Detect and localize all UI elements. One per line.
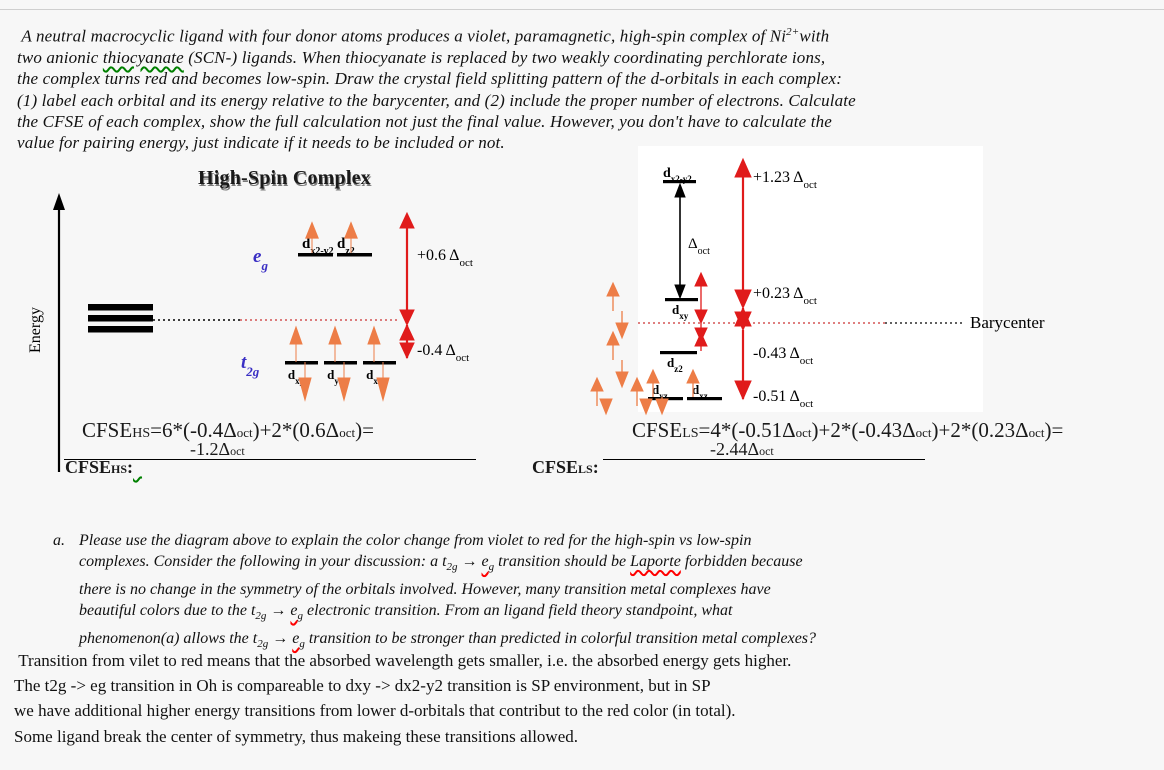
svg-text:-0.4 Δoct: -0.4 Δoct	[417, 342, 469, 364]
svg-text:t2g: t2g	[241, 352, 260, 379]
svg-text:+0.6 Δoct: +0.6 Δoct	[417, 247, 473, 269]
svg-text:Energy: Energy	[27, 307, 44, 353]
svg-text:eg: eg	[253, 246, 268, 273]
svg-text:Barycenter: Barycenter	[970, 313, 1045, 332]
